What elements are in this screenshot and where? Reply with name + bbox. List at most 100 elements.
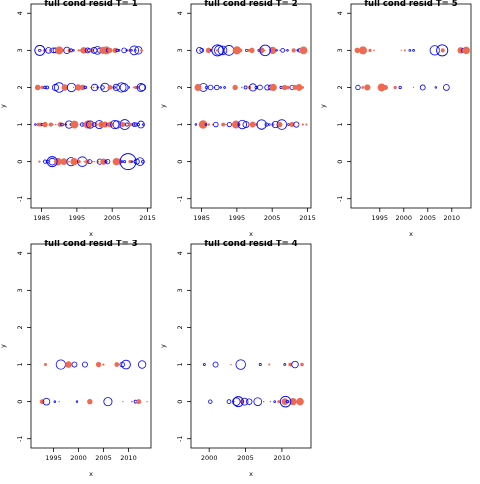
negative-residual-point (113, 86, 116, 89)
positive-residual-point (72, 86, 75, 89)
negative-residual-point (232, 396, 244, 408)
positive-residual-point (132, 86, 135, 89)
y-tick-label: 4 (336, 11, 344, 15)
positive-residual-point (440, 48, 445, 53)
positive-residual-point (87, 398, 93, 405)
positive-residual-point (134, 85, 138, 90)
negative-residual-point (137, 360, 147, 369)
negative-residual-point (120, 160, 124, 163)
positive-residual-point (125, 86, 127, 89)
negative-residual-point (125, 49, 128, 52)
x-tick-label: 2005 (104, 214, 121, 222)
positive-residual-point (221, 122, 226, 127)
negative-residual-point (121, 359, 131, 370)
positive-residual-point (288, 362, 293, 367)
positive-residual-point (215, 49, 219, 52)
positive-residual-point (198, 120, 208, 129)
negative-residual-point (226, 399, 232, 404)
positive-residual-point (146, 400, 148, 403)
positive-residual-point (65, 361, 72, 368)
positive-residual-point (107, 85, 113, 90)
negative-residual-point (286, 49, 289, 52)
x-axis-label: x (249, 470, 253, 478)
positive-residual-point (100, 158, 107, 165)
negative-residual-point (245, 48, 249, 52)
positive-residual-point (38, 160, 41, 163)
negative-residual-point (83, 85, 87, 90)
positive-residual-point (361, 86, 365, 89)
negative-residual-point (96, 86, 99, 89)
positive-residual-point (81, 47, 88, 54)
positive-residual-point (101, 121, 109, 128)
positive-residual-point (298, 123, 300, 126)
negative-residual-point (100, 85, 105, 90)
negative-residual-point (202, 363, 206, 366)
negative-residual-point (279, 395, 292, 408)
positive-residual-point (412, 86, 415, 89)
negative-residual-point (90, 83, 99, 92)
residual-points (194, 44, 308, 130)
y-axis-label: y (0, 104, 7, 108)
positive-residual-point (141, 49, 144, 52)
negative-residual-point (81, 361, 88, 368)
positive-residual-point (128, 159, 132, 164)
positive-residual-point (249, 121, 256, 128)
positive-residual-point (122, 400, 124, 403)
y-tick-label: 4 (176, 11, 184, 15)
negative-residual-point (38, 48, 42, 52)
positive-residual-point (393, 85, 397, 90)
negative-residual-point (259, 44, 271, 57)
x-tick-label: 2005 (95, 454, 112, 462)
y-tick-label: 2 (16, 85, 24, 89)
negative-residual-point (199, 48, 205, 53)
negative-residual-point (212, 361, 219, 368)
negative-residual-point (237, 119, 248, 130)
positive-residual-point (299, 46, 308, 55)
y-tick-label: 0 (336, 160, 344, 164)
residual-points (39, 359, 148, 407)
y-axis-label: y (0, 344, 7, 348)
x-tick-label: 1995 (69, 214, 86, 222)
x-axis-label: x (249, 230, 253, 238)
positive-residual-point (205, 47, 212, 54)
y-axis-label: y (160, 104, 167, 108)
positive-residual-point (89, 48, 94, 53)
positive-residual-point (107, 47, 113, 53)
negative-residual-point (279, 85, 283, 90)
negative-residual-point (253, 397, 263, 406)
residual-panel-t5: full cond resid T= 5 1995 2000 2005 2010 -1 0 1… (319, 0, 480, 240)
positive-residual-point (296, 397, 304, 406)
negative-residual-point (280, 48, 285, 53)
negative-residual-point (223, 45, 235, 56)
negative-residual-point (141, 123, 145, 126)
positive-residual-point (51, 123, 54, 126)
y-tick-label: 0 (16, 400, 24, 404)
positive-residual-point (281, 84, 288, 91)
negative-residual-point (285, 399, 290, 404)
negative-residual-point (141, 159, 145, 164)
negative-residual-point (273, 400, 276, 403)
positive-residual-point (305, 123, 308, 126)
positive-residual-point (80, 84, 86, 91)
x-tick-label: 2005 (264, 214, 281, 222)
positive-residual-point (262, 86, 264, 89)
positive-residual-point (40, 85, 45, 90)
y-tick-label: 0 (176, 400, 184, 404)
chart-svg: full cond resid T= 5 1995 2000 2005 2010 -1 0 1… (319, 0, 472, 238)
y-tick-label: 3 (336, 48, 344, 52)
positive-residual-point (277, 121, 283, 128)
negative-residual-point (240, 397, 249, 406)
positive-residual-point (83, 120, 93, 129)
negative-residual-point (53, 400, 57, 403)
positive-residual-point (238, 48, 243, 53)
positive-residual-point (75, 84, 82, 91)
positive-residual-point (102, 363, 105, 366)
negative-residual-point (232, 397, 241, 406)
y-tick-label: 2 (16, 325, 24, 329)
y-tick-label: -1 (176, 195, 184, 201)
positive-residual-point (77, 49, 80, 52)
y-tick-label: 3 (176, 288, 184, 292)
positive-residual-point (289, 397, 297, 406)
y-tick-label: 4 (16, 11, 24, 15)
positive-residual-point (68, 160, 70, 163)
